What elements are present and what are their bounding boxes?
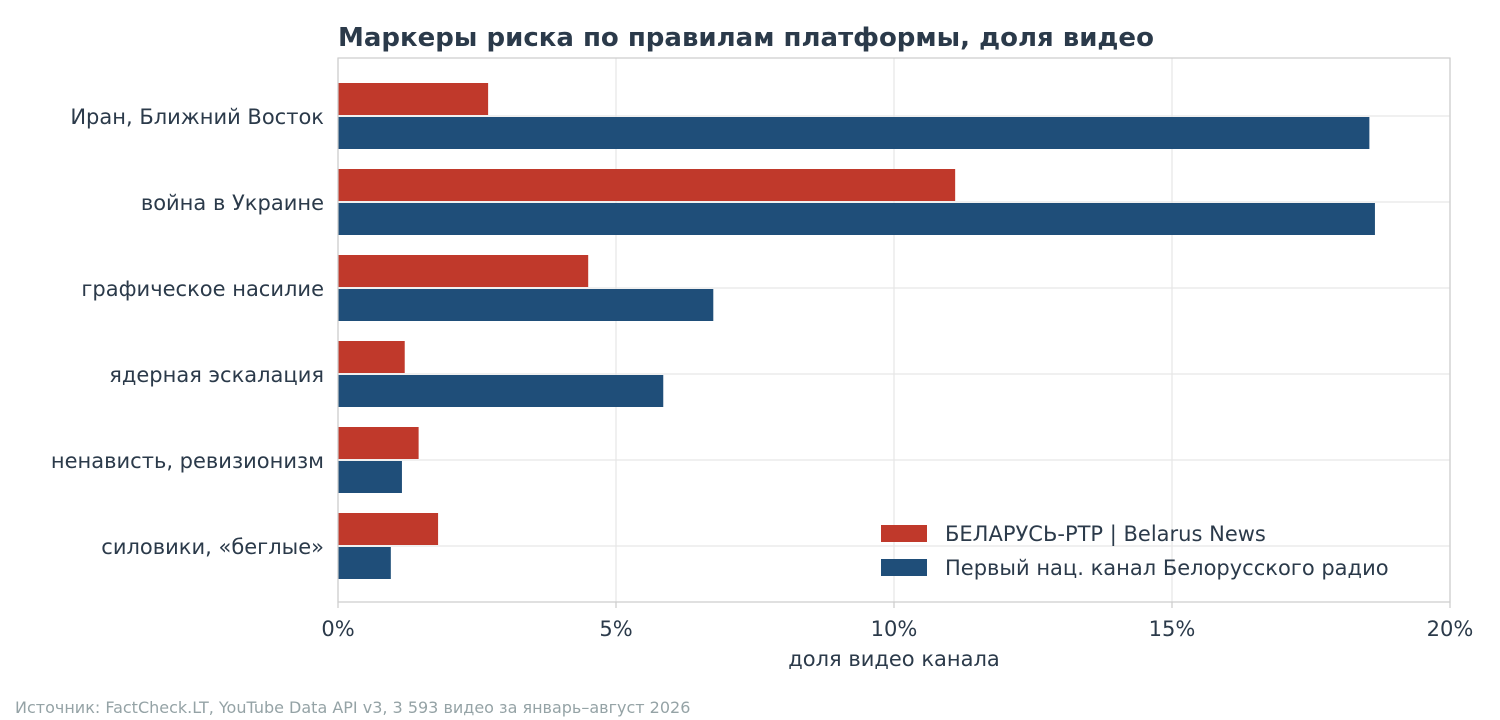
plot-frame (337, 57, 1451, 603)
category-labels: Иран, Ближний Восток война в Украине графи… (51, 105, 324, 559)
x-tick-label: 15% (1149, 617, 1196, 641)
category-label: Иран, Ближний Восток (70, 105, 324, 129)
x-tick-labels: 0% 5% 10% 15% 20% (321, 617, 1473, 641)
bar-belarus-rtr (338, 341, 405, 373)
x-tick-label: 0% (321, 617, 354, 641)
category-label: война в Украине (141, 191, 324, 215)
source-note: Источник: FactCheck.LT, YouTube Data API… (15, 698, 690, 717)
bar-belarus-rtr (338, 83, 489, 115)
bar-first-national-radio (338, 289, 714, 321)
bar-belarus-rtr (338, 169, 956, 201)
x-tick-label: 5% (599, 617, 632, 641)
legend-label: Первый нац. канал Белорусского радио (945, 556, 1389, 580)
bar-belarus-rtr (338, 513, 439, 545)
category-label: силовики, «беглые» (101, 535, 324, 559)
legend-label: БЕЛАРУСЬ-РТР | Belarus News (945, 522, 1266, 547)
x-tick-label: 10% (871, 617, 918, 641)
grid (337, 58, 1451, 608)
bar-first-national-radio (338, 547, 391, 579)
category-label: ядерная эскалация (109, 363, 324, 387)
x-axis-label: доля видео канала (788, 647, 1000, 671)
bars (338, 83, 1375, 579)
legend: БЕЛАРУСЬ-РТР | Belarus News Первый нац. к… (881, 522, 1389, 580)
bar-first-national-radio (338, 117, 1370, 149)
bar-belarus-rtr (338, 427, 419, 459)
bar-first-national-radio (338, 461, 402, 493)
legend-swatch (881, 525, 927, 542)
bar-first-national-radio (338, 203, 1375, 235)
bar-belarus-rtr (338, 255, 589, 287)
bar-first-national-radio (338, 375, 664, 407)
category-label: графическое насилие (81, 277, 324, 301)
chart-title: Маркеры риска по правилам платформы, дол… (338, 23, 1154, 53)
legend-swatch (881, 559, 927, 576)
category-label: ненависть, ревизионизм (51, 449, 324, 473)
x-tick-label: 20% (1427, 617, 1474, 641)
